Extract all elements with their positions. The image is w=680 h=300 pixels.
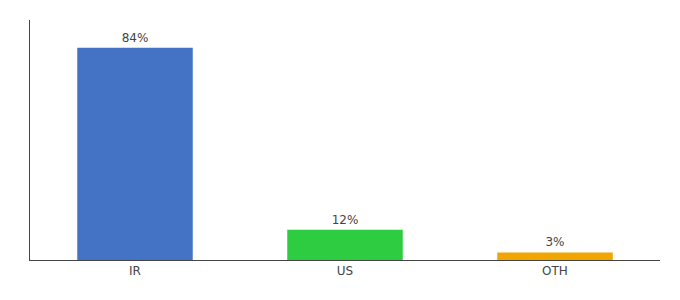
svg-text:84%: 84%: [122, 31, 149, 45]
svg-text:IR: IR: [129, 264, 141, 278]
svg-text:OTH: OTH: [542, 264, 568, 278]
svg-text:12%: 12%: [332, 213, 359, 227]
svg-text:3%: 3%: [545, 235, 564, 249]
svg-text:US: US: [337, 264, 353, 278]
